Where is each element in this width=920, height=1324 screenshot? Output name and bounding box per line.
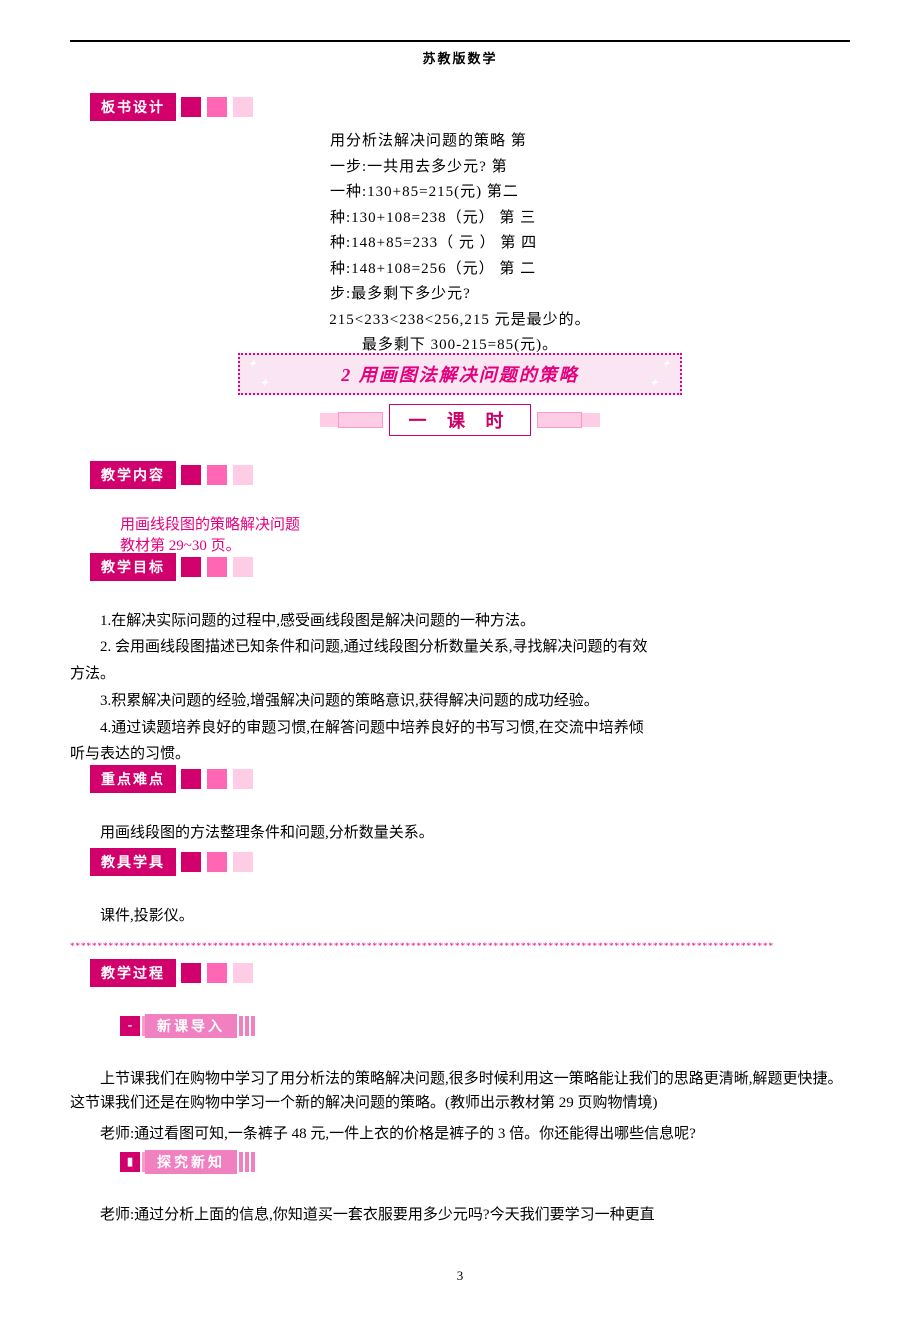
sub-section-label: 新课导入 <box>145 1014 237 1038</box>
paragraph: 老师:通过分析上面的信息,你知道买一套衣服要用多少元吗?今天我们要学习一种更直 <box>70 1203 850 1228</box>
deco-square-icon <box>206 556 228 578</box>
section-tag-process: 教学过程 <box>90 961 850 985</box>
goal-item: 4.通过读题培养良好的审题习惯,在解答问题中培养良好的书写习惯,在交流中培养倾 <box>70 716 850 741</box>
paragraph: 老师:通过看图可知,一条裤子 48 元,一件上衣的价格是裤子的 3 倍。你还能得… <box>70 1122 850 1147</box>
deco-square-icon <box>180 556 202 578</box>
content-reference: 用画线段图的策略解决问题 <box>120 515 850 536</box>
sub-section-intro: - 新课导入 <box>120 1015 850 1037</box>
page-number: 3 <box>70 1268 850 1284</box>
content-reference: 教材第 29~30 页。 <box>120 536 850 557</box>
deco-square-icon <box>232 768 254 790</box>
goal-item: 2. 会用画线段图描述已知条件和问题,通过线段图分析数量关系,寻找解决问题的有效 <box>70 635 850 660</box>
deco-square-icon <box>232 556 254 578</box>
deco-square-icon <box>206 96 228 118</box>
deco-square-icon <box>180 851 202 873</box>
deco-square-icon <box>206 464 228 486</box>
deco-tail <box>251 1016 255 1036</box>
deco-bar <box>537 412 582 428</box>
section-tag-goals: 教学目标 <box>90 555 850 579</box>
deco-square-icon <box>180 96 202 118</box>
deco-square-icon <box>232 851 254 873</box>
deco-tail <box>245 1016 249 1036</box>
section-label: 教具学具 <box>90 848 176 876</box>
deco-tail <box>245 1152 249 1172</box>
problem-line: 步:最多剩下多少元? <box>330 282 590 308</box>
dialogue-text: 通过分析上面的信息,你知道买一套衣服要用多少元吗?今天我们要学习一种更直 <box>134 1207 654 1223</box>
deco-shape <box>320 413 338 427</box>
paragraph: 上节课我们在购物中学习了用分析法的策略解决问题,很多时候利用这一策略能让我们的思… <box>70 1067 850 1117</box>
problem-line: 种:148+85=233（ 元 ） 第 四 <box>330 231 590 257</box>
deco-square-icon <box>206 962 228 984</box>
deco-square-icon <box>180 464 202 486</box>
section-label: 教学过程 <box>90 959 176 987</box>
speaker-label: 老师: <box>100 1126 134 1142</box>
dialogue-text: 通过看图可知,一条裤子 48 元,一件上衣的价格是裤子的 3 倍。你还能得出哪些… <box>134 1126 696 1142</box>
tools-text: 课件,投影仪。 <box>70 904 850 929</box>
section-label: 板书设计 <box>90 93 176 121</box>
section-label: 教学目标 <box>90 553 176 581</box>
deco-bar <box>338 412 383 428</box>
section-label: 重点难点 <box>90 765 176 793</box>
deco-tail <box>239 1152 243 1172</box>
problem-line: 一种:130+85=215(元) 第二 <box>330 180 590 206</box>
chapter-title-text: 2 用画图法解决问题的策略 <box>341 361 579 387</box>
deco-square-icon <box>232 464 254 486</box>
section-tag-content: 教学内容 <box>90 463 850 487</box>
lesson-period-tag: 一 课 时 <box>320 405 600 435</box>
chapter-title-banner: ✦ ✦ 2 用画图法解决问题的策略 <box>238 353 682 395</box>
problem-solution-block: 用分析法解决问题的策略 第 一步:一共用去多少元? 第 一种:130+85=21… <box>70 129 850 359</box>
deco-square-icon <box>232 96 254 118</box>
deco-square-icon <box>206 768 228 790</box>
problem-line: 种:148+108=256（元） 第 二 <box>330 257 590 283</box>
lesson-label: 一 课 时 <box>389 404 531 436</box>
deco-tail <box>251 1152 255 1172</box>
doc-header: 苏教版数学 <box>70 48 850 67</box>
problem-line: 一步:一共用去多少元? 第 <box>330 155 590 181</box>
star-divider: ****************************************… <box>70 941 850 951</box>
header-rule <box>70 40 850 42</box>
deco-shape <box>582 413 600 427</box>
goal-item: 3.积累解决问题的经验,增强解决问题的策略意识,获得解决问题的成功经验。 <box>70 689 850 714</box>
problem-line: 种:130+108=238（元） 第 三 <box>330 206 590 232</box>
problem-line: 用分析法解决问题的策略 第 <box>330 129 590 155</box>
goal-item: 1.在解决实际问题的过程中,感受画线段图是解决问题的一种方法。 <box>70 609 850 634</box>
deco-square-icon <box>206 851 228 873</box>
sub-section-label: 探究新知 <box>145 1150 237 1174</box>
section-tag-banshu: 板书设计 <box>90 95 850 119</box>
sub-section-explore: ▮ 探究新知 <box>120 1151 850 1173</box>
deco-square-icon <box>180 768 202 790</box>
problem-line: 215<233<238<256,215 元是最少的。 <box>70 308 850 334</box>
keypoint-text: 用画线段图的方法整理条件和问题,分析数量关系。 <box>70 821 850 846</box>
section-tag-tools: 教具学具 <box>90 850 850 874</box>
speaker-label: 老师: <box>100 1207 134 1223</box>
minus-icon: - <box>120 1016 140 1036</box>
deco-tail <box>239 1016 243 1036</box>
section-label: 教学内容 <box>90 461 176 489</box>
deco-square-icon <box>180 962 202 984</box>
book-icon: ▮ <box>120 1152 140 1172</box>
goal-item-cont: 方法。 <box>70 662 850 687</box>
section-tag-keypoint: 重点难点 <box>90 767 850 791</box>
goal-item-cont: 听与表达的习惯。 <box>70 742 850 767</box>
deco-square-icon <box>232 962 254 984</box>
